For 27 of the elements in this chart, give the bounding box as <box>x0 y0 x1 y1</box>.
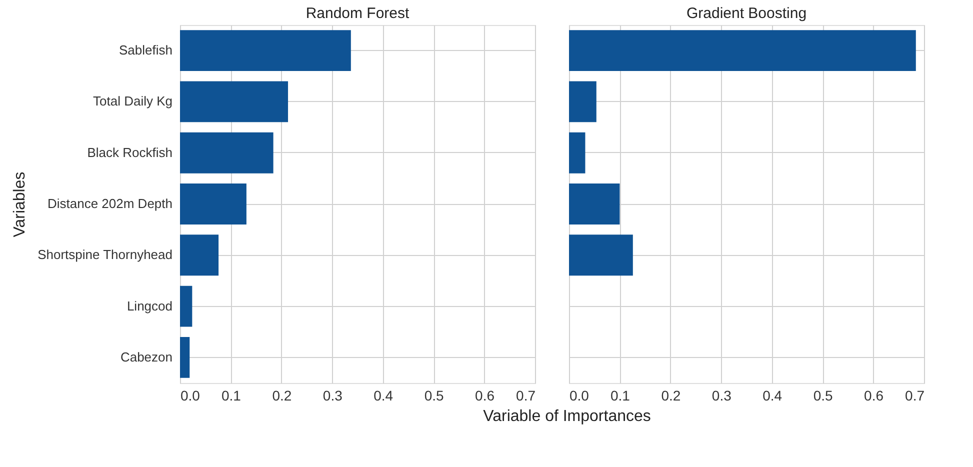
y-tick-label: Shortspine Thornyhead <box>38 247 172 262</box>
x-tick-label: 0.2 <box>272 388 292 404</box>
y-tick-label: Black Rockfish <box>87 144 172 160</box>
x-tick-label: 0.3 <box>322 388 343 404</box>
x-tick-label: 0.6 <box>864 388 884 404</box>
chart-title: Random Forest <box>306 5 410 22</box>
x-axis-title: Variable of Importances <box>483 408 651 425</box>
chart-title: Gradient Boosting <box>686 5 807 22</box>
x-tick-label: 0.7 <box>516 388 536 404</box>
x-tick-label: 0.5 <box>813 388 834 404</box>
x-tick-label: 0.3 <box>712 388 732 404</box>
x-tick-label: 0.2 <box>661 388 681 404</box>
x-tick-label: 0.4 <box>762 388 782 404</box>
x-tick-label: 0.6 <box>475 388 495 404</box>
x-tick-label: 0.0 <box>180 388 200 404</box>
y-tick-label: Total Daily Kg <box>93 94 172 109</box>
y-tick-label: Cabezon <box>120 349 172 364</box>
y-tick-label: Distance 202m Depth <box>47 196 172 211</box>
x-tick-label: 0.5 <box>424 388 444 404</box>
x-tick-label: 0.4 <box>374 388 394 404</box>
y-axis-title: Variables <box>11 172 28 238</box>
x-tick-label: 0.1 <box>221 388 242 404</box>
y-tick-label: Lingcod <box>126 298 172 314</box>
x-tick-label: 0.7 <box>905 388 925 404</box>
x-tick-label: 0.0 <box>570 388 590 404</box>
y-tick-label: Sablefish <box>119 42 172 58</box>
x-tick-label: 0.1 <box>610 388 630 404</box>
